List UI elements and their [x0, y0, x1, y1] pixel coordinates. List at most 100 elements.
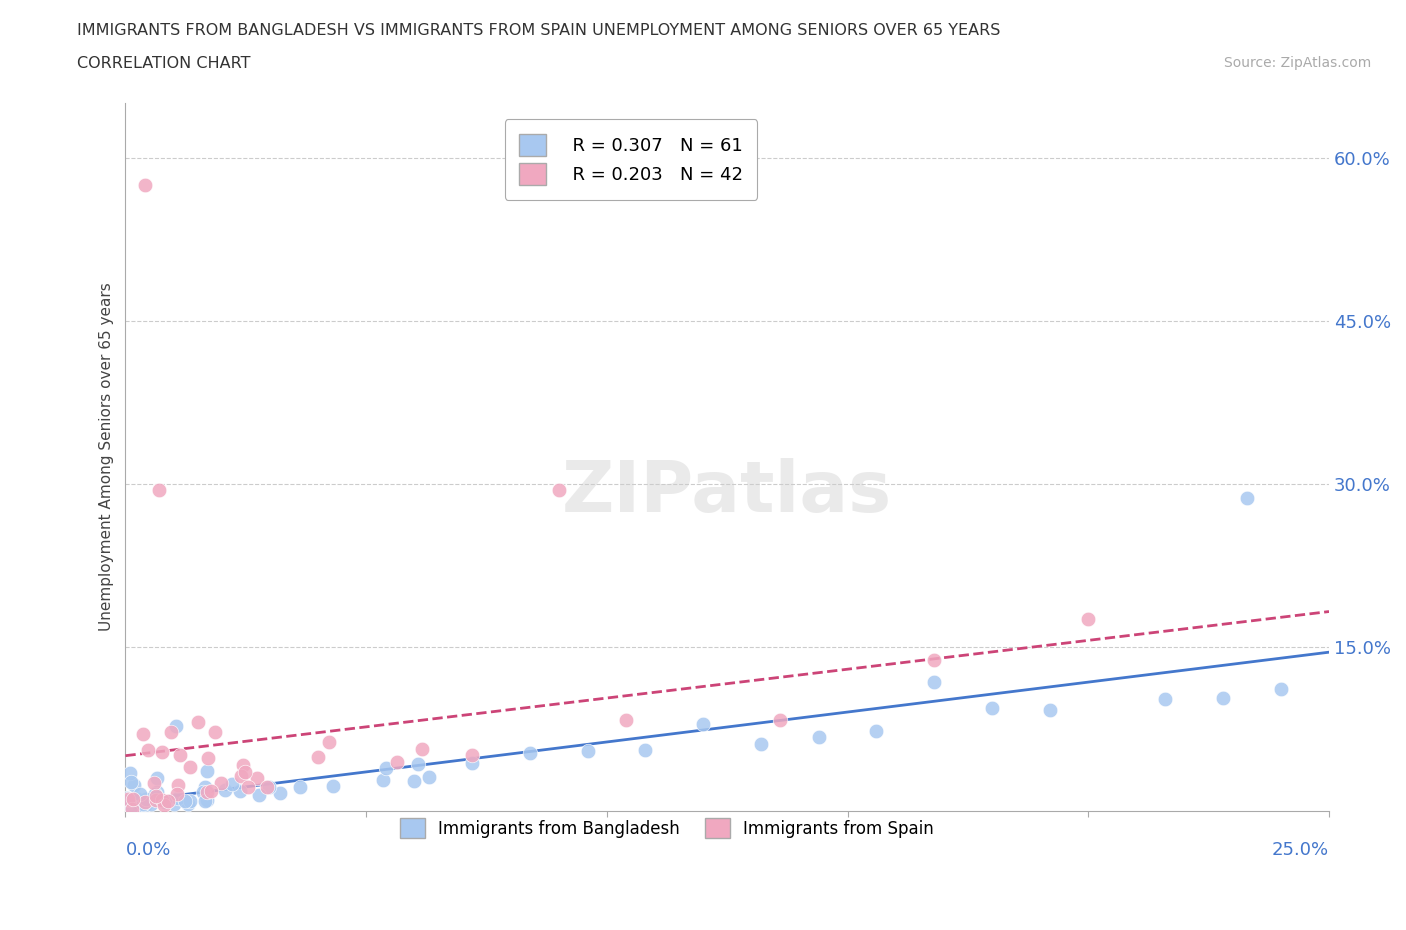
- Point: [406, 757, 429, 772]
- Point: [141, 797, 163, 812]
- Point: [195, 792, 218, 807]
- Point: [120, 775, 142, 790]
- Point: [136, 743, 159, 758]
- Point: [614, 712, 637, 727]
- Text: 0.0%: 0.0%: [125, 842, 172, 859]
- Point: [194, 793, 217, 808]
- Point: [1077, 611, 1099, 626]
- Point: [373, 773, 395, 788]
- Point: [134, 794, 156, 809]
- Point: [142, 776, 165, 790]
- Point: [193, 785, 215, 800]
- Point: [118, 765, 141, 780]
- Point: [318, 734, 340, 749]
- Legend: Immigrants from Bangladesh, Immigrants from Spain: Immigrants from Bangladesh, Immigrants f…: [387, 804, 948, 852]
- Point: [246, 770, 269, 785]
- Point: [519, 746, 541, 761]
- Point: [124, 777, 146, 792]
- Point: [411, 741, 433, 756]
- Point: [692, 716, 714, 731]
- Text: ZIPatlas: ZIPatlas: [562, 458, 893, 527]
- Y-axis label: Unemployment Among Seniors over 65 years: Unemployment Among Seniors over 65 years: [100, 283, 114, 631]
- Point: [269, 786, 291, 801]
- Point: [117, 790, 139, 805]
- Point: [120, 800, 142, 815]
- Point: [167, 777, 190, 792]
- Point: [209, 776, 232, 790]
- Point: [307, 750, 329, 764]
- Point: [150, 792, 173, 807]
- Point: [152, 798, 174, 813]
- Point: [247, 787, 270, 802]
- Point: [132, 797, 155, 812]
- Point: [165, 719, 187, 734]
- Point: [981, 700, 1004, 715]
- Point: [385, 754, 408, 769]
- Text: IMMIGRANTS FROM BANGLADESH VS IMMIGRANTS FROM SPAIN UNEMPLOYMENT AMONG SENIORS O: IMMIGRANTS FROM BANGLADESH VS IMMIGRANTS…: [77, 23, 1001, 38]
- Point: [146, 785, 169, 800]
- Point: [166, 786, 188, 801]
- Point: [204, 724, 226, 739]
- Point: [150, 745, 173, 760]
- Point: [121, 802, 143, 817]
- Point: [117, 792, 139, 807]
- Point: [1154, 691, 1177, 706]
- Point: [461, 748, 484, 763]
- Point: [129, 800, 152, 815]
- Point: [1236, 491, 1258, 506]
- Point: [229, 769, 252, 784]
- Point: [865, 724, 887, 738]
- Point: [145, 787, 167, 802]
- Point: [228, 783, 250, 798]
- Point: [132, 726, 155, 741]
- Point: [233, 764, 256, 779]
- Point: [547, 482, 569, 497]
- Point: [146, 770, 169, 785]
- Point: [461, 756, 484, 771]
- Text: Source: ZipAtlas.com: Source: ZipAtlas.com: [1223, 56, 1371, 70]
- Point: [769, 712, 792, 727]
- Point: [922, 674, 945, 689]
- Text: CORRELATION CHART: CORRELATION CHART: [77, 56, 250, 71]
- Point: [155, 794, 177, 809]
- Point: [375, 761, 398, 776]
- Point: [134, 798, 156, 813]
- Point: [200, 783, 222, 798]
- Point: [160, 724, 183, 739]
- Point: [807, 729, 830, 744]
- Point: [145, 789, 167, 804]
- Point: [127, 794, 149, 809]
- Point: [167, 790, 190, 805]
- Point: [131, 797, 153, 812]
- Point: [121, 791, 143, 806]
- Point: [143, 789, 166, 804]
- Point: [221, 777, 243, 791]
- Point: [135, 791, 157, 806]
- Point: [173, 793, 195, 808]
- Point: [1039, 702, 1062, 717]
- Point: [1270, 682, 1292, 697]
- Point: [153, 794, 176, 809]
- Point: [179, 760, 201, 775]
- Point: [576, 743, 599, 758]
- Point: [145, 792, 167, 807]
- Point: [634, 742, 657, 757]
- Point: [157, 793, 180, 808]
- Point: [194, 779, 217, 794]
- Point: [256, 779, 278, 794]
- Point: [236, 779, 259, 794]
- Point: [117, 792, 139, 807]
- Point: [134, 178, 156, 193]
- Point: [232, 757, 254, 772]
- Point: [322, 778, 344, 793]
- Point: [169, 748, 191, 763]
- Point: [187, 715, 209, 730]
- Point: [418, 769, 440, 784]
- Point: [177, 796, 200, 811]
- Point: [288, 779, 311, 794]
- Point: [197, 751, 219, 765]
- Point: [749, 737, 772, 751]
- Point: [132, 796, 155, 811]
- Point: [197, 764, 219, 778]
- Point: [129, 786, 152, 801]
